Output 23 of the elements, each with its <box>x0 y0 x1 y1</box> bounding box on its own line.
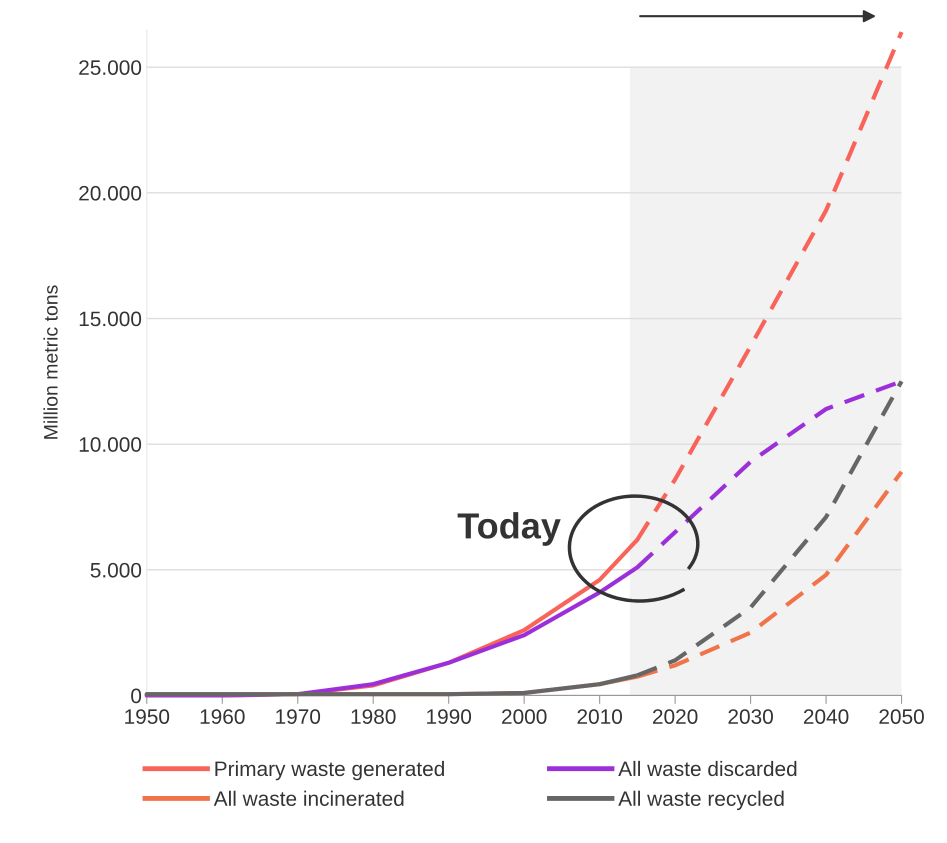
legend-label: All waste discarded <box>618 760 796 776</box>
x-tick-label: 1960 <box>200 709 245 724</box>
x-tick-label: 2020 <box>652 709 698 724</box>
x-tick-label: 1950 <box>125 709 170 724</box>
y-tick-label: 25.000 <box>79 60 142 75</box>
x-tick-label: 1990 <box>427 709 472 724</box>
y-axis-title: Million metric tons <box>43 285 58 439</box>
legend-label: All waste incinerated <box>214 790 404 806</box>
y-tick-label: 15.000 <box>80 312 142 326</box>
y-tick-label: 20.000 <box>79 186 142 201</box>
legend-label: All waste recycled <box>618 790 784 810</box>
y-tick-label: 0 <box>131 688 142 704</box>
x-tick-label: 2030 <box>728 709 773 724</box>
x-tick-label: 2000 <box>502 709 547 724</box>
annotation: Today <box>458 512 561 546</box>
x-tick-label: 2040 <box>804 709 848 724</box>
legend-label: Primary waste generated <box>215 760 444 780</box>
x-tick-label: 1970 <box>276 709 320 724</box>
y-tick-label: 5.000 <box>90 562 142 578</box>
x-tick-label: 1980 <box>352 709 396 724</box>
x-tick-label: 2010 <box>578 709 622 724</box>
x-tick-label: 2050 <box>879 709 924 724</box>
y-tick-label: 10.000 <box>80 437 142 452</box>
